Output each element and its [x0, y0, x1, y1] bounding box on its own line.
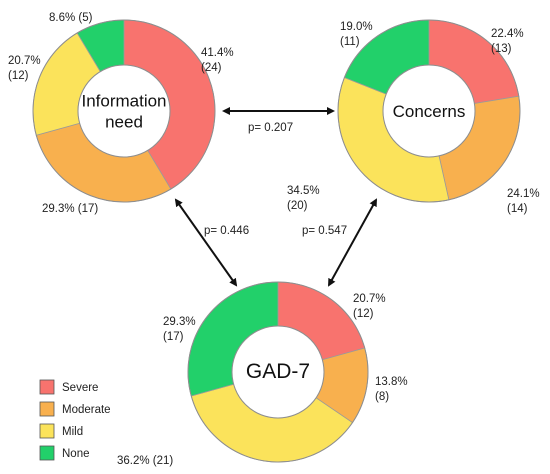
data-label-concerns-moderate: (14) — [507, 203, 528, 215]
data-label-information-need-moderate: 29.3% (17) — [42, 203, 98, 215]
donut-outline — [187, 281, 369, 463]
data-label-gad-7-moderate: (8) — [375, 391, 389, 403]
legend: Severe Moderate Mild None — [39, 379, 111, 461]
data-label-information-need-none: 8.6% (5) — [49, 12, 93, 24]
data-label-gad-7-mild: 36.2% (21) — [117, 455, 173, 467]
donut-hole — [77, 64, 171, 158]
donut-title-information-need: Information — [81, 92, 166, 111]
donut-information-need: Information need 41.4% (24) 29.3% (17) 20.7% (… — [8, 12, 234, 215]
donut-outline — [32, 19, 216, 203]
donut-title-concerns: Concerns — [393, 102, 466, 121]
legend-label-mild: Mild — [62, 426, 83, 438]
donut-title-gad-7: GAD-7 — [246, 360, 310, 383]
legend-swatch-severe — [39, 379, 55, 395]
arrow-infoneed-gad7 — [174, 198, 238, 287]
data-label-gad-7-none: (17) — [163, 331, 184, 343]
data-label-concerns-mild: 34.5% — [287, 185, 320, 197]
data-label-concerns-mild: (20) — [287, 200, 308, 212]
donut-charts: Information need 41.4% (24) 29.3% (17) 20.7% (… — [8, 12, 540, 467]
donut-concerns: Concerns 22.4% (13) 24.1% (14) 34.5% (20) 19.0%… — [287, 19, 540, 215]
arrow-concerns-gad7 — [328, 198, 377, 287]
donut-title-information-need: need — [105, 113, 143, 132]
comparison-arrows: p= 0.207 p= 0.446 p= 0.547 — [174, 107, 377, 287]
data-label-information-need-severe: 41.4% — [201, 47, 234, 59]
legend-label-none: None — [62, 448, 90, 460]
data-label-concerns-moderate: 24.1% — [507, 188, 540, 200]
data-label-gad-7-none: 29.3% — [163, 316, 196, 328]
donut-hole — [231, 325, 325, 419]
legend-swatch-mild — [39, 423, 55, 439]
donut-hole — [382, 64, 476, 158]
p-value-infoneed-concerns: p= 0.207 — [248, 122, 293, 134]
data-label-information-need-mild: (12) — [8, 70, 29, 82]
legend-label-moderate: Moderate — [62, 404, 111, 416]
data-label-gad-7-moderate: 13.8% — [375, 376, 408, 388]
data-label-gad-7-severe: 20.7% — [353, 293, 386, 305]
p-value-concerns-gad7: p= 0.547 — [302, 225, 347, 237]
data-label-concerns-none: (11) — [340, 36, 360, 48]
donut-gad-7: GAD-7 20.7% (12) 13.8% (8) 36.2% (21) 29.3% (17… — [117, 281, 408, 467]
data-label-concerns-none: 19.0% — [340, 21, 373, 33]
data-label-concerns-severe: 22.4% — [491, 28, 524, 40]
p-value-infoneed-gad7: p= 0.446 — [204, 225, 249, 237]
legend-label-severe: Severe — [62, 382, 98, 394]
donut-outline — [337, 19, 521, 203]
legend-swatch-moderate — [39, 401, 55, 417]
data-label-concerns-severe: (13) — [491, 43, 512, 55]
legend-swatch-none — [39, 445, 55, 461]
data-label-information-need-mild: 20.7% — [8, 55, 41, 67]
data-label-gad-7-severe: (12) — [353, 308, 374, 320]
data-label-information-need-severe: (24) — [201, 62, 222, 74]
